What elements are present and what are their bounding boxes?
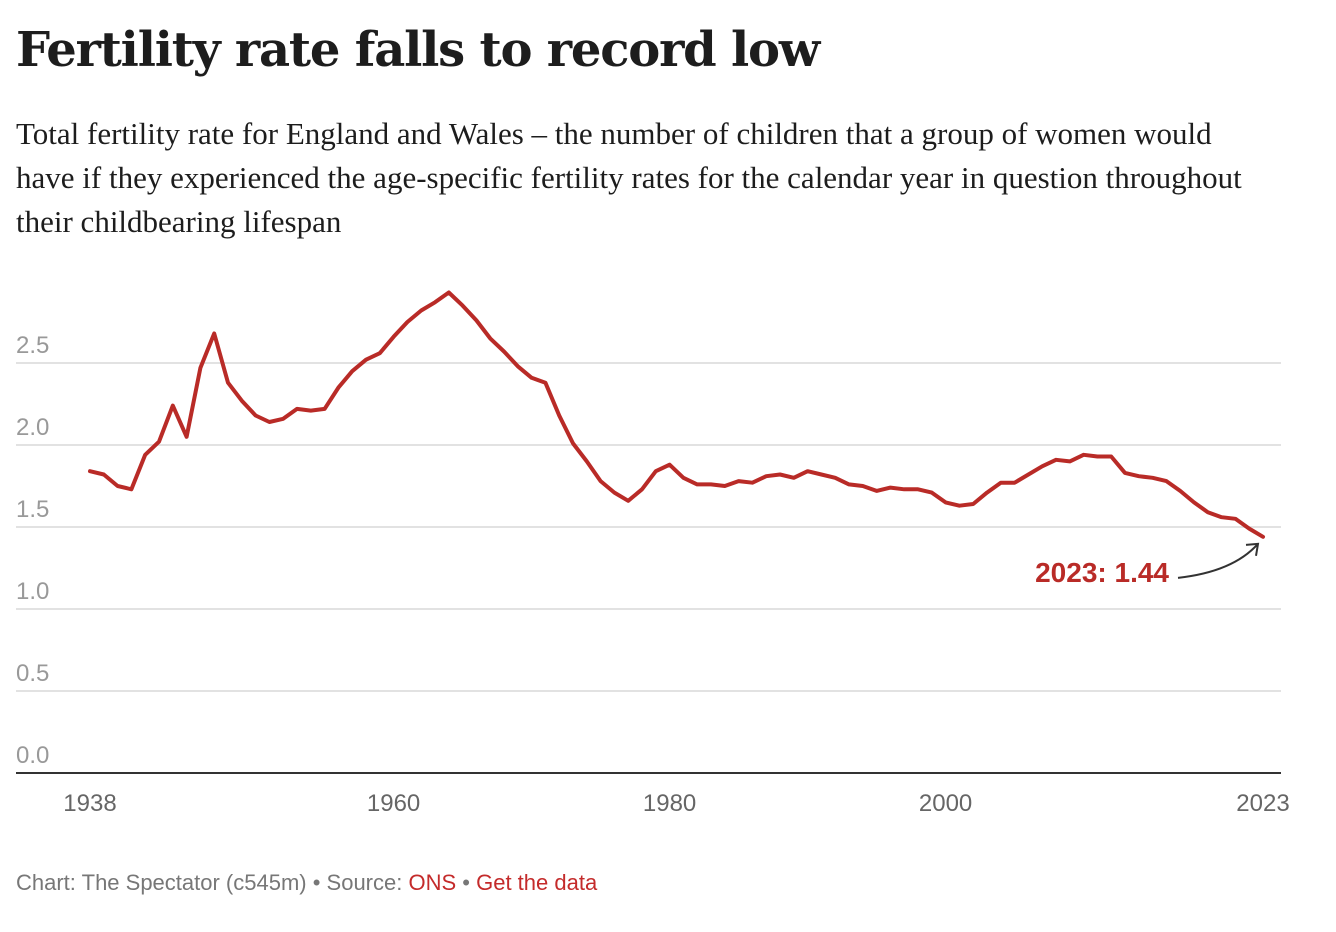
- chart-subtitle: Total fertility rate for England and Wal…: [16, 116, 1242, 239]
- chart-title: Fertility rate falls to record low: [16, 22, 820, 78]
- x-tick-label: 1980: [643, 790, 696, 817]
- footer-separator: •: [456, 870, 477, 895]
- source-link[interactable]: ONS: [408, 870, 457, 895]
- annotation-label: 2023: 1.44: [1035, 557, 1169, 588]
- y-tick-label: 0.5: [16, 660, 49, 687]
- credit-text: Chart: The Spectator (c545m) • Source:: [16, 870, 409, 895]
- x-tick-label: 2000: [919, 790, 972, 817]
- get-data-link[interactable]: Get the data: [476, 870, 598, 895]
- y-tick-label: 2.5: [16, 332, 49, 359]
- annotation-arrow-icon: [1177, 543, 1259, 579]
- grid-lines: [16, 362, 1281, 692]
- annotation-group: 2023: 1.44: [1035, 542, 1260, 588]
- fertility-rate-line: [88, 290, 1265, 539]
- y-tick-label: 1.5: [16, 496, 49, 523]
- y-tick-label: 0.0: [16, 742, 49, 769]
- arrowhead-icon: [1245, 542, 1260, 557]
- x-tick-label: 2023: [1236, 790, 1289, 817]
- y-tick-label: 2.0: [16, 414, 49, 441]
- y-axis-tick-labels: 0.0 0.5 1.0 1.5 2.0 2.5: [16, 332, 49, 769]
- x-tick-label: 1960: [367, 790, 420, 817]
- x-tick-label: 1938: [63, 790, 116, 817]
- y-tick-label: 1.0: [16, 578, 49, 605]
- x-axis-tick-labels: 1938 1960 1980 2000 2023: [63, 790, 1289, 817]
- chart-footer: Chart: The Spectator (c545m) • Source: O…: [16, 870, 597, 896]
